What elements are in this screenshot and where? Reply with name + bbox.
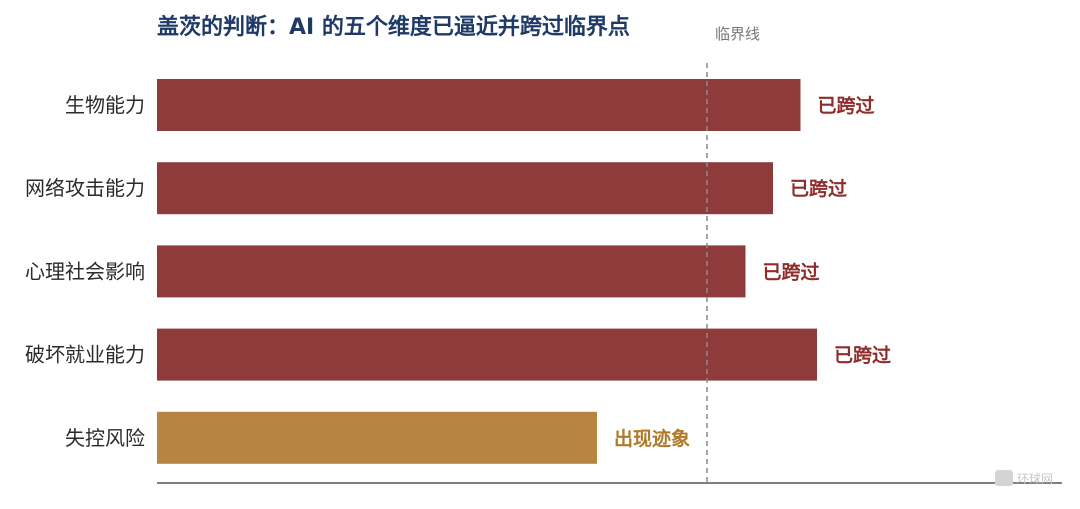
status-label: 已跨过 [834, 345, 891, 367]
status-label: 已跨过 [763, 261, 820, 283]
category-label: 网络攻击能力 [25, 176, 145, 200]
category-label: 心理社会影响 [25, 259, 145, 283]
bar [157, 162, 773, 215]
category-label: 生物能力 [65, 93, 145, 117]
category-label: 破坏就业能力 [25, 343, 145, 367]
watermark-text: 环球网 [1017, 472, 1053, 486]
bar [157, 245, 746, 298]
status-label: 出现迹象 [614, 427, 690, 450]
bar [157, 411, 597, 464]
watermark: 环球网 [995, 470, 1053, 486]
bar [157, 79, 801, 131]
threshold-label: 临界线 [715, 25, 760, 43]
chart-title: 盖茨的判断：AI 的五个维度已逼近并跨过临界点 [157, 14, 630, 40]
category-label: 失控风险 [65, 426, 145, 450]
bar [157, 328, 817, 381]
status-label: 已跨过 [790, 178, 847, 200]
watermark-logo-icon [995, 470, 1013, 486]
status-label: 已跨过 [818, 95, 875, 117]
